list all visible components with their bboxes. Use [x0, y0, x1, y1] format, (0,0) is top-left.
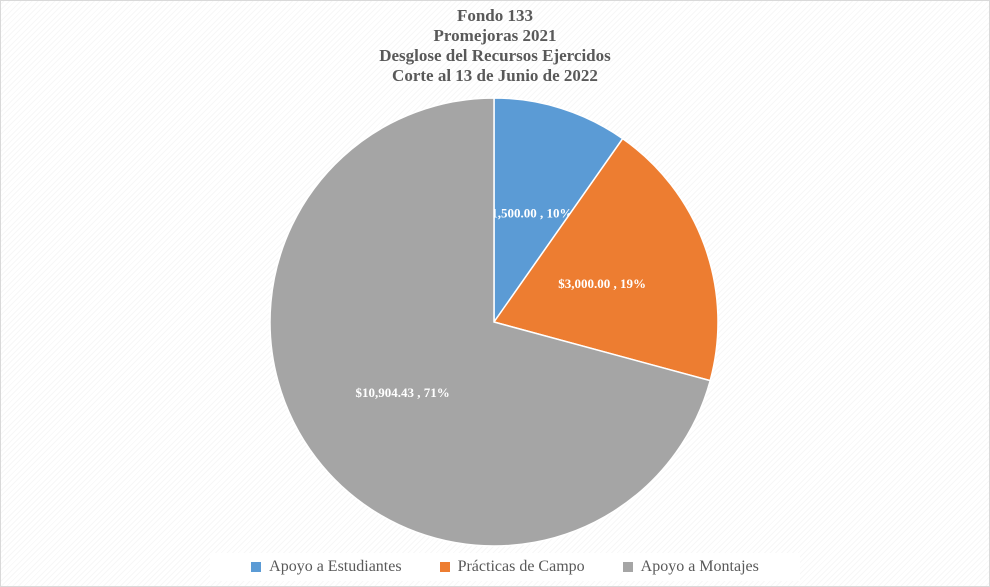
data-label-1: $3,000.00 , 19%: [558, 276, 646, 291]
data-label-0: $1,500.00 , 10%: [485, 205, 573, 220]
pie-slice-0: [493, 97, 624, 325]
pie-slice-1: [492, 137, 719, 382]
pie-slice-2: [269, 97, 712, 547]
legend-item-practicas-campo: Prácticas de Campo: [439, 558, 585, 576]
legend-item-apoyo-montajes: Apoyo a Montajes: [622, 558, 759, 576]
legend-label: Apoyo a Estudiantes: [269, 558, 402, 575]
legend-item-apoyo-estudiantes: Apoyo a Estudiantes: [251, 558, 402, 576]
legend: Apoyo a Estudiantes Prácticas de Campo A…: [210, 553, 800, 581]
title-line-3: Desglose del Recursos Ejercidos: [379, 46, 611, 65]
legend-label: Apoyo a Montajes: [640, 558, 759, 575]
title-line-4: Corte al 13 de Junio de 2022: [392, 66, 598, 85]
title-line-1: Fondo 133: [456, 6, 534, 25]
data-label-2: $10,904.43 , 71%: [356, 385, 450, 400]
chart-title: Fondo 133 Promejoras 2021 Desglose del R…: [0, 6, 990, 86]
title-line-2: Promejoras 2021: [433, 26, 557, 45]
legend-swatch: [251, 562, 262, 572]
legend-label: Prácticas de Campo: [457, 558, 585, 575]
legend-swatch: [622, 562, 633, 572]
legend-swatch: [439, 562, 450, 572]
